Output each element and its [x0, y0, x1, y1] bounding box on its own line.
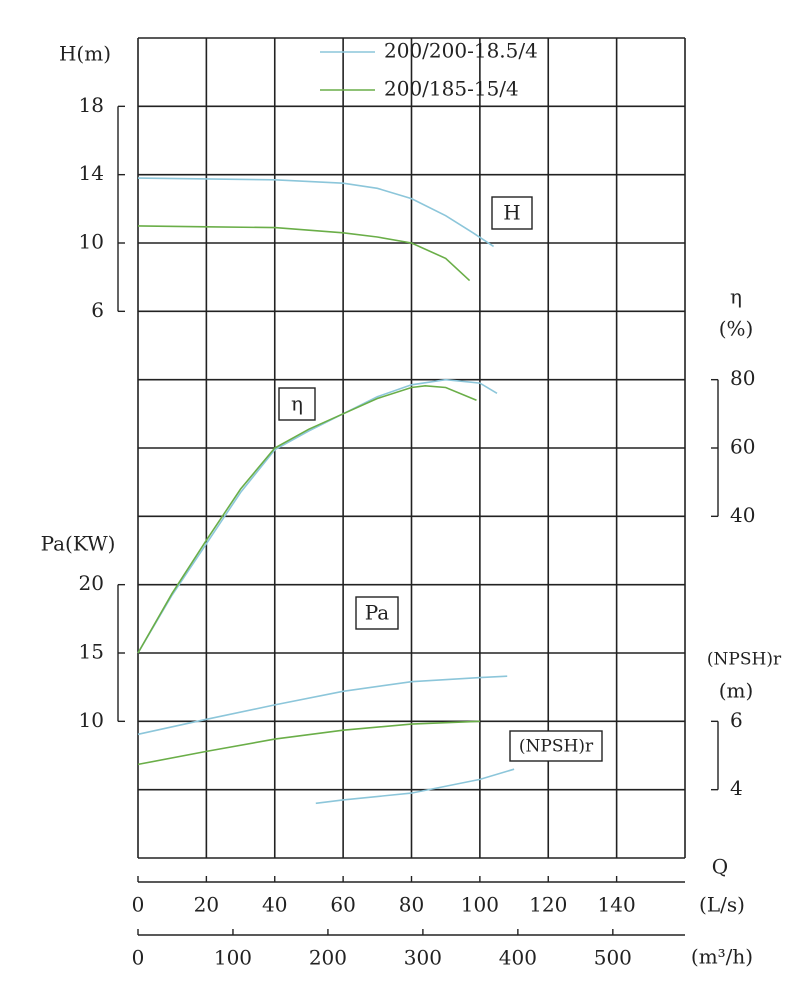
- x-tick-label: 500: [594, 946, 632, 970]
- x-axis-unit: (L/s): [699, 893, 745, 917]
- x-tick-label: 200: [309, 946, 347, 970]
- curve-eta: [137, 384, 477, 654]
- pa-axis-label: Pa(KW): [41, 532, 116, 556]
- legend-label: 200/185-15/4: [384, 77, 519, 101]
- x2-axis-unit: (m³/h): [691, 945, 753, 969]
- y-tick-label: 6: [91, 298, 104, 322]
- x-tick-label: 100: [214, 946, 252, 970]
- y-tick-label: 14: [79, 161, 104, 185]
- annotation-box: [509, 730, 603, 762]
- x-tick-label: 40: [262, 893, 287, 917]
- x-tick-label: 0: [132, 893, 145, 917]
- y-tick-label: 4: [730, 776, 743, 800]
- eta-axis-unit: (%): [719, 317, 754, 341]
- x-tick-label: 0: [132, 946, 145, 970]
- annotation: Pa: [365, 601, 390, 625]
- x-tick-label: 100: [461, 893, 499, 917]
- x-tick-label: 400: [499, 946, 537, 970]
- y-tick-label: 80: [730, 366, 755, 390]
- y-tick-label: 6: [730, 708, 743, 732]
- x-tick-label: 300: [404, 946, 442, 970]
- x-tick-label: 120: [529, 893, 567, 917]
- annotation: (NPSH)r: [519, 737, 594, 757]
- x-tick-label: 80: [399, 893, 424, 917]
- x-tick-label: 20: [194, 893, 219, 917]
- curve-h: [137, 225, 471, 282]
- y-tick-label: 15: [79, 640, 104, 664]
- curve-pa: [137, 675, 508, 736]
- y-tick-label: 18: [79, 93, 104, 117]
- y-tick-label: 10: [79, 230, 104, 254]
- annotation-box: [278, 387, 316, 421]
- curve-npsh: [315, 768, 515, 805]
- npsh-axis-label: (NPSH)r: [707, 650, 782, 670]
- annotation-box: [355, 596, 399, 630]
- x-axis-label: Q: [712, 855, 728, 879]
- h-axis-label: H(m): [59, 42, 111, 66]
- curve-h: [137, 177, 495, 248]
- y-tick-label: 10: [79, 708, 104, 732]
- eta-axis-label: η: [730, 285, 742, 309]
- y-tick-label: 60: [730, 435, 755, 459]
- curve-pa: [137, 720, 480, 766]
- x-tick-label: 60: [330, 893, 355, 917]
- x-tick-label: 140: [598, 893, 636, 917]
- npsh-axis-unit: (m): [719, 679, 754, 703]
- annotation: H: [503, 201, 520, 225]
- annotation: η: [291, 392, 303, 416]
- y-tick-label: 40: [730, 503, 755, 527]
- y-tick-label: 20: [79, 571, 104, 595]
- legend-label: 200/200-18.5/4: [384, 39, 538, 63]
- annotation-box: [491, 196, 533, 230]
